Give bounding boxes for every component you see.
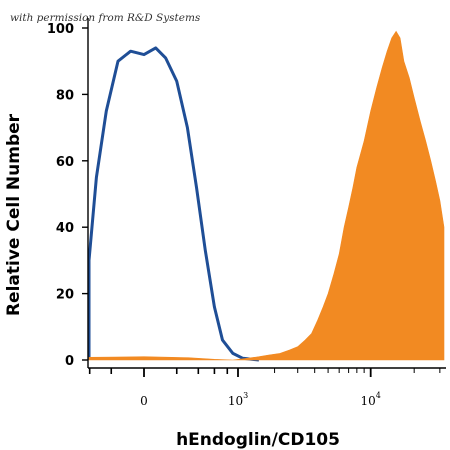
- series-layer: [87, 30, 445, 362]
- y-tick-label-2: 40: [56, 221, 74, 236]
- y-tick-label-4: 80: [56, 88, 74, 103]
- x-tick-label-0: 0: [140, 394, 148, 408]
- x-axis-label: hEndoglin/CD105: [176, 430, 340, 450]
- series-line-0: [87, 46, 260, 362]
- x-tick-label-2: 104: [360, 391, 380, 408]
- y-tick-label-3: 60: [56, 155, 74, 170]
- x-axis: 0103104105: [88, 368, 441, 408]
- y-tick-label-1: 20: [56, 288, 74, 303]
- y-tick-label-5: 100: [47, 22, 74, 37]
- y-axis: 0 20 40 60 80 100: [47, 22, 88, 369]
- series-area-1: [88, 30, 445, 361]
- credit-text: with permission from R&D Systems: [10, 12, 201, 24]
- y-tick-label-0: 0: [65, 354, 74, 369]
- x-tick-label-1: 103: [228, 391, 248, 408]
- y-axis-label: Relative Cell Number: [4, 113, 24, 316]
